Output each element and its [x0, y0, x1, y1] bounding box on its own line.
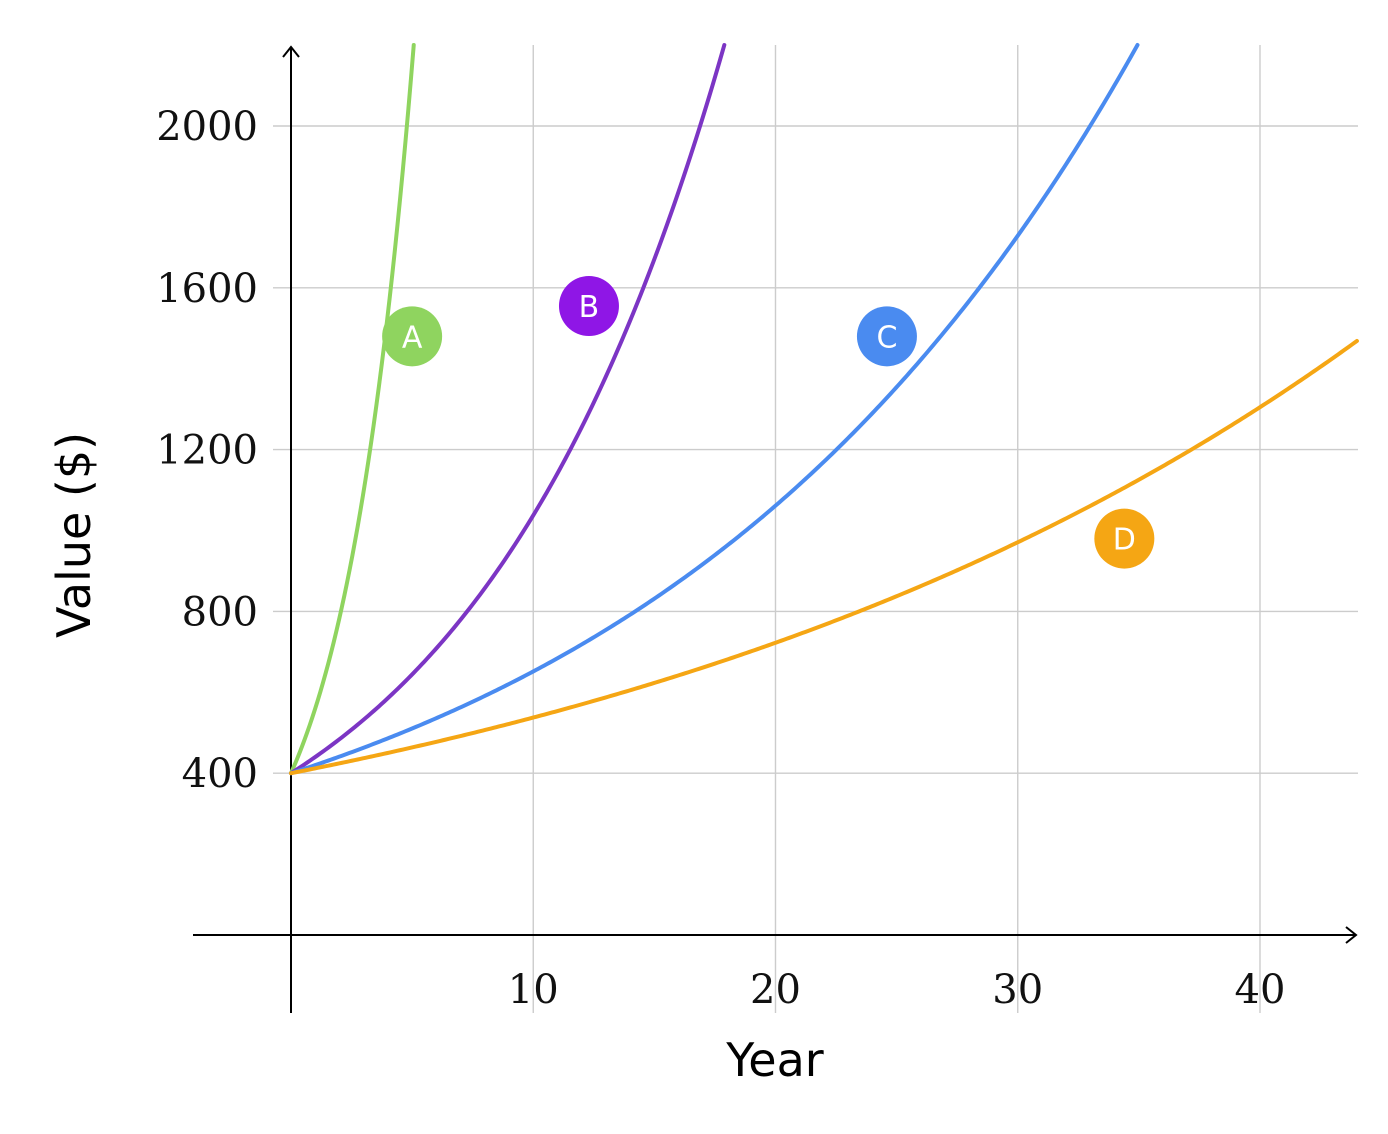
y-tick-label: 1600: [156, 266, 258, 312]
y-tick-label: 1200: [156, 428, 258, 474]
badge-c: [856, 306, 917, 367]
y-tick-label: 400: [182, 751, 258, 797]
y-axis-arrow: [282, 45, 300, 58]
series-badges: A B C D: [382, 276, 1155, 569]
grid: [273, 45, 1358, 1013]
series-lines: [289, 43, 1359, 776]
badge-label-a: A: [402, 320, 423, 355]
badge-b: [558, 276, 619, 337]
x-tick-label: 20: [750, 967, 801, 1013]
series-line-b: [289, 43, 727, 776]
badge-a: [382, 306, 443, 367]
badge-label-c: C: [876, 320, 897, 355]
y-axis-title: Value ($): [47, 432, 101, 638]
badge-d: [1094, 508, 1155, 569]
axes: [193, 45, 1358, 1013]
series-line-c: [289, 43, 1140, 776]
badge-label-d: D: [1113, 523, 1136, 558]
x-tick-label: 10: [508, 967, 559, 1013]
x-axis-arrow: [1345, 926, 1358, 944]
tick-labels: 10 20 30 40 400 800 1200 1600 2000: [156, 104, 1285, 1013]
x-axis-title: Year: [725, 1033, 823, 1087]
series-line-d: [289, 338, 1359, 776]
badge-label-b: B: [579, 290, 600, 325]
y-tick-label: 2000: [156, 104, 258, 150]
x-tick-label: 30: [992, 967, 1043, 1013]
x-tick-label: 40: [1235, 967, 1286, 1013]
series-line-a: [289, 43, 416, 776]
y-tick-label: 800: [182, 589, 258, 635]
